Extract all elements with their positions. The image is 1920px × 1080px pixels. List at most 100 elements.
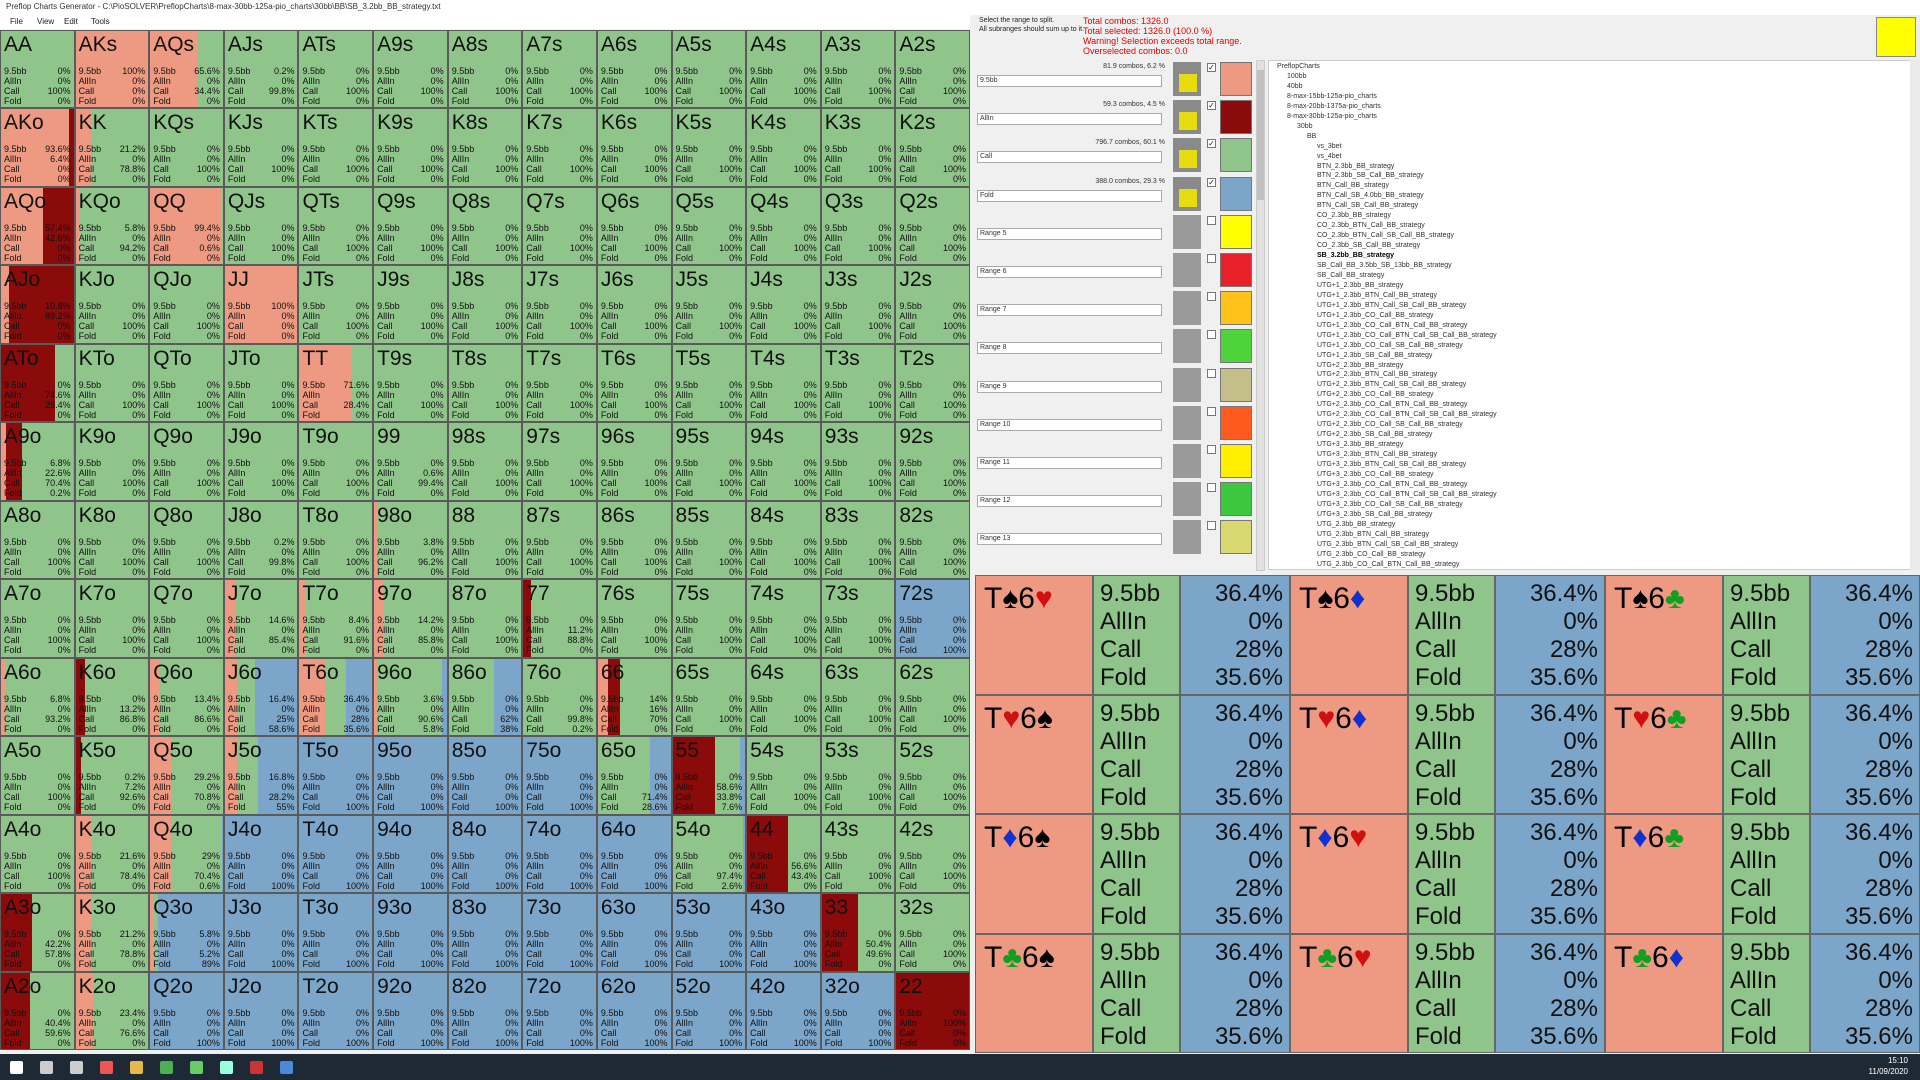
hand-cell[interactable]: 55 9.5bb 0% AllIn 58.6% Call 33.8% Fold 7.6% xyxy=(671,736,747,815)
range-checkbox[interactable]: ✓ xyxy=(1207,101,1216,111)
hand-cell[interactable]: Q2o 9.5bb 0% AllIn 0% Call 0% Fold 100% xyxy=(149,971,224,1050)
range-checkbox[interactable]: ✓ xyxy=(1207,177,1216,187)
hand-cell[interactable]: QJs 9.5bb 0% AllIn 0% Call 100% Fold 0% xyxy=(223,186,299,266)
hand-cell[interactable]: 74s 9.5bb 0% AllIn 0% Call 100% Fold 0% xyxy=(746,579,821,658)
hand-cell[interactable]: J6o 9.5bb 16.4% AllIn 0% Call 25% Fold 58.6% xyxy=(223,657,299,737)
hand-cell[interactable]: 98o 9.5bb 3.8% AllIn 0% Call 96.2% Fold 0% xyxy=(373,500,448,580)
hand-cell[interactable]: Q2s 9.5bb 0% AllIn 0% Call 100% Fold 0% xyxy=(895,186,970,266)
hand-cell[interactable]: KJo 9.5bb 0% AllIn 0% Call 100% Fold 0% xyxy=(74,265,150,344)
hand-cell[interactable]: KK 9.5bb 21.2% AllIn 0% Call 78.8% Fold 0% xyxy=(74,108,150,187)
range-color[interactable] xyxy=(1220,520,1252,555)
menu-item[interactable]: Edit xyxy=(64,17,78,26)
hand-cell[interactable]: Q6s 9.5bb 0% AllIn 0% Call 100% Fold 0% xyxy=(596,186,672,266)
hand-cell[interactable]: 63s 9.5bb 0% AllIn 0% Call 100% Fold 0% xyxy=(820,657,896,737)
hand-cell[interactable]: T6s 9.5bb 0% AllIn 0% Call 100% Fold 0% xyxy=(596,343,672,423)
hand-cell[interactable]: 42s 9.5bb 0% AllIn 0% Call 100% Fold 0% xyxy=(895,814,970,894)
tree-item[interactable]: CO_2.3bb_SB_Call_BB_strategy xyxy=(1317,242,1421,250)
tree-item[interactable]: UTG_2.3bb_BTN_Call_BB_strategy xyxy=(1317,530,1430,538)
hand-cell[interactable]: ATs 9.5bb 0% AllIn 0% Call 100% Fold 0% xyxy=(298,30,374,109)
hand-cell[interactable]: K6o 9.5bb 0% AllIn 13.2% Call 86.8% Fold 0% xyxy=(74,657,150,737)
hand-cell[interactable]: J5o 9.5bb 16.8% AllIn 0% Call 28.2% Fold 55% xyxy=(223,736,299,815)
hand-cell[interactable]: 73s 9.5bb 0% AllIn 0% Call 100% Fold 0% xyxy=(820,579,896,658)
hand-cell[interactable]: Q7s 9.5bb 0% AllIn 0% Call 100% Fold 0% xyxy=(522,186,597,266)
hand-cell[interactable]: 84o 9.5bb 0% AllIn 0% Call 0% Fold 100% xyxy=(447,814,523,894)
hand-cell[interactable]: 92s 9.5bb 0% AllIn 0% Call 100% Fold 0% xyxy=(895,422,970,501)
hand-cell[interactable]: J8o 9.5bb 0.2% AllIn 0% Call 99.8% Fold 0% xyxy=(223,500,299,580)
tree-item[interactable]: UTG+3_2.3bb_BB_strategy xyxy=(1317,441,1404,449)
menu-item[interactable]: File xyxy=(10,17,23,26)
hand-cell[interactable]: 54o 9.5bb 0% AllIn 0% Call 97.4% Fold 2.6% xyxy=(671,814,747,894)
tree-item[interactable]: vs_4bet xyxy=(1317,152,1342,160)
hand-cell[interactable]: T9s 9.5bb 0% AllIn 0% Call 100% Fold 0% xyxy=(373,343,448,423)
range-color[interactable] xyxy=(1220,367,1252,402)
hand-cell[interactable]: T8o 9.5bb 0% AllIn 0% Call 100% Fold 0% xyxy=(298,500,374,580)
range-checkbox[interactable] xyxy=(1207,445,1216,454)
taskbar-icon[interactable] xyxy=(280,1061,293,1074)
hand-cell[interactable]: A7o 9.5bb 0% AllIn 0% Call 100% Fold 0% xyxy=(0,579,75,658)
range-color[interactable] xyxy=(1220,482,1252,517)
hand-cell[interactable]: Q4o 9.5bb 29% AllIn 0% Call 70.4% Fold 0.6% xyxy=(149,814,224,894)
hand-cell[interactable]: 95o 9.5bb 0% AllIn 0% Call 0% Fold 100% xyxy=(373,736,448,815)
hand-cell[interactable]: 97s 9.5bb 0% AllIn 0% Call 100% Fold 0% xyxy=(522,422,597,501)
hand-cell[interactable]: 54s 9.5bb 0% AllIn 0% Call 100% Fold 0% xyxy=(746,736,821,815)
hand-cell[interactable]: A9o 9.5bb 6.8% AllIn 22.6% Call 70.4% Fold 0.2% xyxy=(0,422,75,501)
hand-cell[interactable]: T7s 9.5bb 0% AllIn 0% Call 100% Fold 0% xyxy=(522,343,597,423)
hand-cell[interactable]: T3o 9.5bb 0% AllIn 0% Call 0% Fold 100% xyxy=(298,893,374,972)
hand-cell[interactable]: K8o 9.5bb 0% AllIn 0% Call 100% Fold 0% xyxy=(74,500,150,580)
hand-cell[interactable]: K8s 9.5bb 0% AllIn 0% Call 100% Fold 0% xyxy=(447,108,523,187)
hand-cell[interactable]: K4s 9.5bb 0% AllIn 0% Call 100% Fold 0% xyxy=(746,108,821,187)
hand-cell[interactable]: J5s 9.5bb 0% AllIn 0% Call 100% Fold 0% xyxy=(671,265,747,344)
taskbar-icon[interactable] xyxy=(190,1061,203,1074)
hand-cell[interactable]: 66 9.5bb 14% AllIn 16% Call 70% Fold 0% xyxy=(596,657,672,737)
taskbar-icon[interactable] xyxy=(100,1061,113,1074)
hand-cell[interactable]: 82o 9.5bb 0% AllIn 0% Call 0% Fold 100% xyxy=(447,971,523,1050)
tree-item[interactable]: 8-max-20bb-1375a-pio_charts xyxy=(1287,102,1381,110)
hand-cell[interactable]: AJs 9.5bb 0.2% AllIn 0% Call 99.8% Fold 0% xyxy=(223,30,299,109)
hand-cell[interactable]: 72o 9.5bb 0% AllIn 0% Call 0% Fold 100% xyxy=(522,971,597,1050)
hand-cell[interactable]: KTo 9.5bb 0% AllIn 0% Call 100% Fold 0% xyxy=(74,343,150,423)
range-color[interactable] xyxy=(1220,253,1252,287)
hand-cell[interactable]: T7o 9.5bb 8.4% AllIn 0% Call 91.6% Fold 0% xyxy=(298,579,374,658)
hand-cell[interactable]: 92o 9.5bb 0% AllIn 0% Call 0% Fold 100% xyxy=(373,971,448,1050)
tree-item[interactable]: BTN_Call_SB_Call_BB_strategy xyxy=(1317,202,1419,210)
hand-cell[interactable]: T4s 9.5bb 0% AllIn 0% Call 100% Fold 0% xyxy=(746,343,821,423)
hand-cell[interactable]: J7s 9.5bb 0% AllIn 0% Call 100% Fold 0% xyxy=(522,265,597,344)
hand-cell[interactable]: AQs 9.5bb 65.6% AllIn 0% Call 34.4% Fold 0% xyxy=(149,30,224,109)
hand-cell[interactable]: QQ 9.5bb 99.4% AllIn 0% Call 0.6% Fold 0% xyxy=(149,186,224,266)
taskbar-icon[interactable] xyxy=(250,1061,263,1074)
hand-cell[interactable]: AA 9.5bb 0% AllIn 0% Call 100% Fold 0% xyxy=(0,30,75,109)
tree-item[interactable]: CO_2.3bb_BTN_Call_SB_Call_BB_strategy xyxy=(1317,232,1454,240)
range-checkbox[interactable]: ✓ xyxy=(1207,139,1216,149)
tree-item[interactable]: CO_2.3bb_BB_strategy xyxy=(1317,212,1391,220)
range-color[interactable] xyxy=(1220,291,1252,326)
tree-item[interactable]: 100bb xyxy=(1287,72,1307,80)
hand-cell[interactable]: Q3s 9.5bb 0% AllIn 0% Call 100% Fold 0% xyxy=(820,186,896,266)
hand-cell[interactable]: 64o 9.5bb 0% AllIn 0% Call 0% Fold 100% xyxy=(596,814,672,894)
range-checkbox[interactable] xyxy=(1207,521,1216,531)
hand-cell[interactable]: 62s 9.5bb 0% AllIn 0% Call 100% Fold 0% xyxy=(895,657,970,737)
hand-cell[interactable]: A4o 9.5bb 0% AllIn 0% Call 100% Fold 0% xyxy=(0,814,75,894)
hand-cell[interactable]: 53o 9.5bb 0% AllIn 0% Call 0% Fold 100% xyxy=(671,893,747,972)
hand-cell[interactable]: JTo 9.5bb 0% AllIn 0% Call 100% Fold 0% xyxy=(223,343,299,423)
hand-cell[interactable]: 43s 9.5bb 0% AllIn 0% Call 100% Fold 0% xyxy=(820,814,896,894)
hand-cell[interactable]: 42o 9.5bb 0% AllIn 0% Call 0% Fold 100% xyxy=(746,971,821,1050)
hand-cell[interactable]: J7o 9.5bb 14.6% AllIn 0% Call 85.4% Fold 0% xyxy=(223,579,299,658)
hand-cell[interactable]: K2s 9.5bb 0% AllIn 0% Call 100% Fold 0% xyxy=(895,108,970,187)
range-name-input[interactable]: Range 6 xyxy=(977,266,1162,278)
tree-item[interactable]: UTG+2_2.3bb_CO_Call_SB_Call_BB_strategy xyxy=(1317,421,1463,429)
hand-cell[interactable]: JJ 9.5bb 100% AllIn 0% Call 0% Fold 0% xyxy=(223,265,299,344)
hand-cell[interactable]: QJo 9.5bb 0% AllIn 0% Call 100% Fold 0% xyxy=(149,265,224,344)
hand-cell[interactable]: K3s 9.5bb 0% AllIn 0% Call 100% Fold 0% xyxy=(820,108,896,187)
range-color[interactable] xyxy=(1220,62,1252,96)
hand-cell[interactable]: 82s 9.5bb 0% AllIn 0% Call 100% Fold 0% xyxy=(895,500,970,580)
menu-item[interactable]: Tools xyxy=(91,17,110,26)
range-checkbox[interactable] xyxy=(1207,254,1216,263)
hand-cell[interactable]: 93s 9.5bb 0% AllIn 0% Call 100% Fold 0% xyxy=(820,422,896,501)
hand-cell[interactable]: T9o 9.5bb 0% AllIn 0% Call 100% Fold 0% xyxy=(298,422,374,501)
hand-cell[interactable]: 93o 9.5bb 0% AllIn 0% Call 0% Fold 100% xyxy=(373,893,448,972)
hand-cell[interactable]: 86s 9.5bb 0% AllIn 0% Call 100% Fold 0% xyxy=(596,500,672,580)
hand-cell[interactable]: J2s 9.5bb 0% AllIn 0% Call 100% Fold 0% xyxy=(895,265,970,344)
hand-cell[interactable]: J9o 9.5bb 0% AllIn 0% Call 100% Fold 0% xyxy=(223,422,299,501)
hand-cell[interactable]: 76s 9.5bb 0% AllIn 0% Call 100% Fold 0% xyxy=(596,579,672,658)
hand-cell[interactable]: AKs 9.5bb 100% AllIn 0% Call 0% Fold 0% xyxy=(74,30,150,109)
